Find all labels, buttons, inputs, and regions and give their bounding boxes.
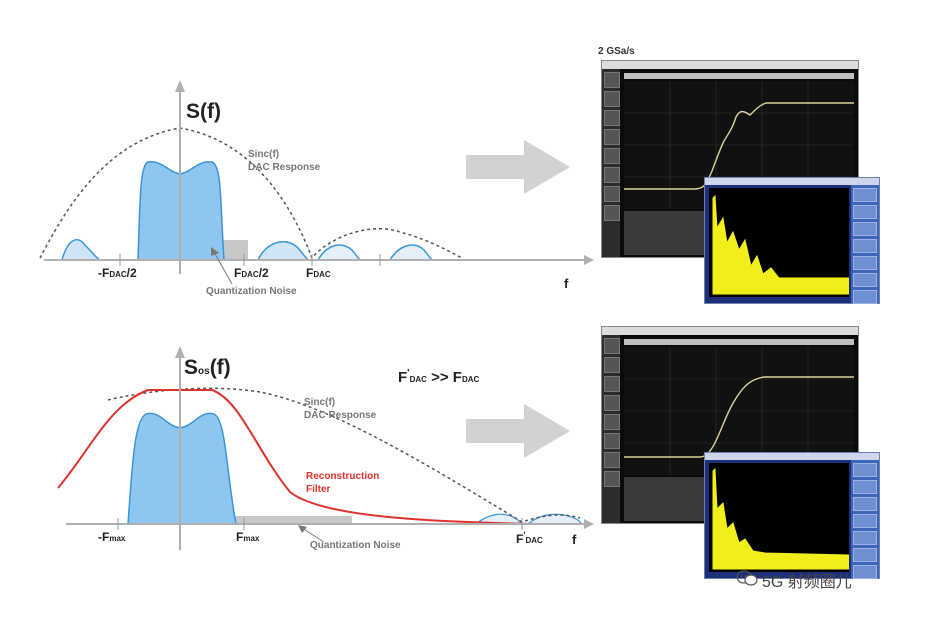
bottom-spectrum-analyzer-screenshot [704,452,880,579]
top-image-lobe-right1 [256,241,310,261]
top-noise-label: Quantization Noise [206,286,297,297]
bottom-y-label: Sos(f) [184,356,231,379]
wechat-icon [736,570,758,586]
top-tick-fdac: FDAC [306,266,331,280]
top-sinc-label: Sinc(f) DAC Response [248,148,320,174]
bottom-tick-neg-max: -Fmax [98,530,126,544]
bottom-sinc-label-line2: DAC Response [304,410,377,421]
top-image-lobe-left [61,238,101,261]
spectrum-trace [712,194,850,295]
bottom-spectrum-diagram [57,346,594,550]
recon-label-line2: Filter [306,484,331,495]
top-sinc-response [39,127,463,260]
oversampling-equation: F'DAC >> FDAC [398,368,480,386]
bottom-signal-spectrum [127,412,237,525]
bottom-image-lobe-right [526,513,584,525]
recon-label-line1: Reconstruction [306,471,380,482]
bottom-tick-fdac: F'DAC [516,530,543,546]
scope-side-toolbar [602,335,620,523]
top-noise-pointer-head [211,247,219,256]
top-noise-pointer [213,251,233,285]
top-tick-neg-half: -FDAC/2 [98,266,137,280]
top-tick-half: FDAC/2 [234,266,269,280]
bottom-reconstruction-filter [57,389,541,525]
top-image-lobe-right2 [316,244,362,261]
scope-menubar [602,327,858,335]
bottom-x-label: f [572,532,577,547]
top-y-label: S(f) [186,100,221,123]
spectrum-trace [712,467,850,570]
bottom-quantization-noise-box [180,516,352,524]
top-spectrum-diagram [39,80,594,285]
top-image-lobe-right3 [388,244,434,261]
scope-step-trace [624,376,854,458]
top-x-axis-arrow [584,255,594,265]
bottom-x-axis-arrow [584,519,594,529]
reconstruction-filter-label: Reconstruction Filter [306,470,379,496]
bottom-noise-pointer [301,527,325,543]
right-arrow-icon [466,140,570,194]
top-sinc-label-line1: Sinc(f) [248,149,280,160]
top-sinc-label-line2: DAC Response [248,162,321,173]
bottom-image-lobe-left [474,513,524,525]
scope-menubar [602,61,858,69]
top-spectrum-analyzer-screenshot [704,177,880,304]
watermark-text: 5G 射频圈儿 [762,574,852,591]
scope-rate-label: 2 GSa/s [598,46,635,57]
top-y-axis-arrow [175,80,185,92]
bottom-tick-max: Fmax [236,530,260,544]
right-arrow-icon [466,404,570,458]
bottom-sinc-label: Sinc(f) DAC Response [304,396,376,422]
top-x-label: f [564,276,569,291]
bottom-noise-pointer-head [298,525,307,533]
bottom-sinc-label-line1: Sinc(f) [304,397,336,408]
bottom-y-axis-arrow [175,346,185,358]
bottom-noise-label: Quantization Noise [310,540,401,551]
scope-side-toolbar [602,69,620,257]
